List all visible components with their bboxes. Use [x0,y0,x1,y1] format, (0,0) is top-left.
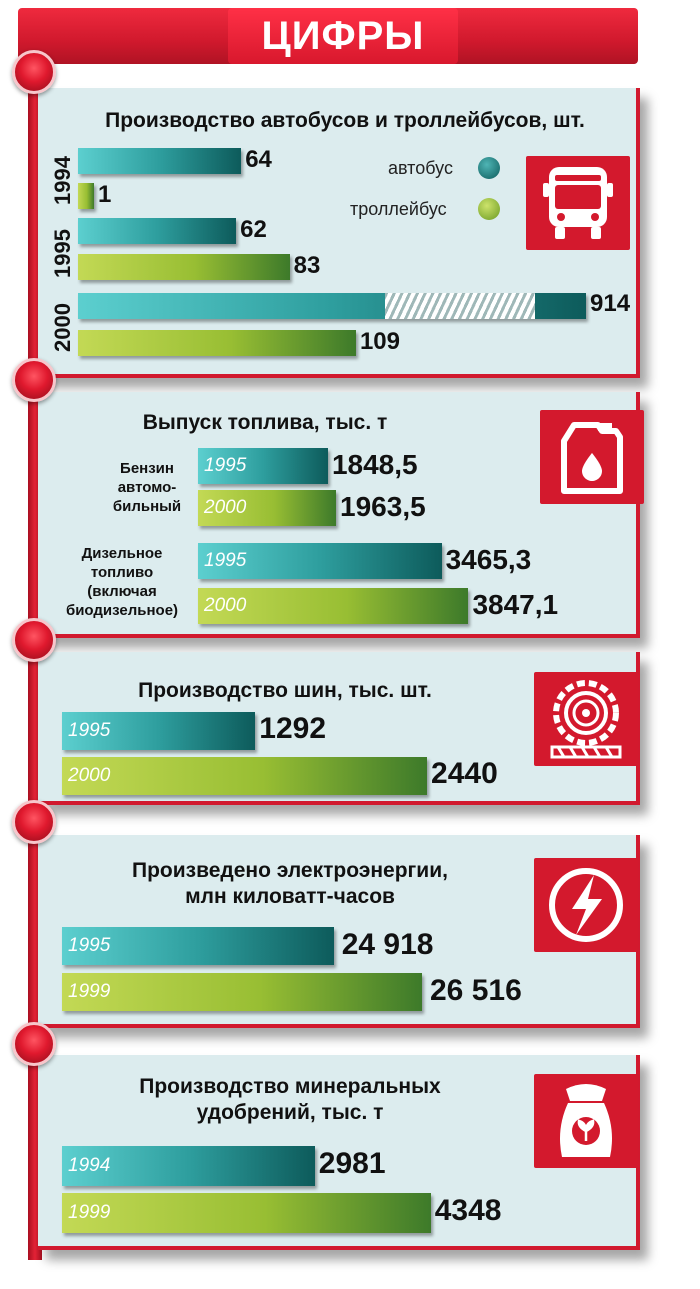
bar-year-label: 2000 [204,497,247,518]
value-tires-1995: 1292 [259,712,327,746]
year-label-1995: 1995 [50,229,75,278]
fuel-category-gasoline-line: бильный [112,498,182,515]
legend-trolleybus-label: троллейбус [350,199,447,219]
bar-electricity-1995: 1995 [62,927,334,965]
value-gasoline-1995: 1848,5 [331,448,418,480]
fuel-category-diesel-line: Дизельное [81,545,163,562]
bar-year-label: 1994 [68,1155,111,1176]
fertilizers-title: Производство минеральных удобрений, тыс.… [70,1074,510,1126]
bar-diesel-1995: 1995 [198,543,442,579]
bar-gasoline-1995: 1995 [198,448,328,484]
vehicles-title: Производство автобусов и троллейбусов, ш… [105,109,585,132]
bar-diesel-2000: 2000 [198,588,469,624]
bar-trolleybus-1995 [78,254,290,280]
bar-bus-1995 [78,218,237,244]
fuel-canister-icon [540,410,644,504]
bar-year-label: 2000 [204,595,247,616]
value-gasoline-2000: 1963,5 [340,490,426,522]
value-electricity-1995: 24 918 [341,928,434,961]
bar-year-label: 1995 [68,720,111,741]
year-label-1994: 1994 [50,156,75,205]
value-diesel-2000: 3847,1 [472,588,559,620]
bar-trolleybus-1994 [78,183,94,209]
fuel-category-diesel-line: биодизельное) [65,602,179,619]
fuel-category-diesel-line: топливо [90,564,154,581]
page-title: ЦИФРЫ [261,14,425,58]
electricity-title-line: Произведено электроэнергии, [132,859,448,882]
value-bus-2000: 914 [590,290,631,317]
value-bus-1994: 64 [245,146,272,174]
bar-fertilizers-1994: 1994 [62,1146,315,1186]
timeline-dot [12,618,56,662]
tire-icon [534,672,638,766]
legend-bus-swatch [478,157,500,179]
value-electricity-1999: 26 516 [430,974,522,1007]
fertilizers-title-line: Производство минеральных [139,1075,441,1098]
fuel-category-gasoline-line: Бензин [120,460,174,477]
electricity-title: Произведено электроэнергии, млн киловатт… [70,858,510,910]
fuel-category-gasoline: Бензин автомо- бильный [98,459,196,516]
bar-tires-1995: 1995 [62,712,256,750]
bar-year-label: 1999 [68,1202,111,1223]
lightning-icon [534,858,638,952]
year-label-2000: 2000 [50,303,75,352]
timeline-dot [12,358,56,402]
timeline-dot [12,50,56,94]
bar-year-label: 1999 [68,981,111,1002]
fertilizers-title-line: удобрений, тыс. т [196,1101,384,1124]
header-tab: ЦИФРЫ [228,8,458,64]
value-trolleybus-1995: 83 [293,252,321,280]
value-fertilizers-1999: 4348 [434,1194,502,1228]
timeline-dot [12,1022,56,1066]
value-tires-2000: 2440 [431,757,498,791]
timeline-dot [12,800,56,844]
bar-year-label: 1995 [204,550,247,571]
value-fertilizers-1994: 2981 [318,1147,386,1181]
legend-bus-label: автобус [388,158,453,178]
value-trolleybus-1994: 1 [98,181,112,209]
bar-electricity-1999: 1999 [62,973,422,1011]
header-banner: ЦИФРЫ [18,8,638,64]
fuel-category-gasoline-line: автомо- [117,479,177,496]
legend-trolleybus-swatch [478,198,500,220]
value-trolleybus-2000: 109 [359,328,400,356]
fuel-category-diesel: Дизельное топливо (включая биодизельное) [48,544,196,620]
axis-break-hatch [385,293,535,319]
bar-trolleybus-2000 [78,330,356,356]
tires-title: Производство шин, тыс. шт. [138,679,432,702]
bar-year-label: 1995 [68,935,111,956]
bar-fertilizers-1999: 1999 [62,1193,431,1233]
bar-tires-2000: 2000 [62,757,428,795]
bar-year-label: 1995 [204,455,247,476]
bar-year-label: 2000 [68,765,111,786]
bar-bus-1994 [78,148,242,174]
value-diesel-1995: 3465,3 [445,543,532,575]
value-bus-1995: 62 [240,216,267,244]
fuel-title: Выпуск топлива, тыс. т [142,411,388,434]
electricity-title-line: млн киловатт-часов [185,885,395,908]
bar-gasoline-2000: 2000 [198,490,337,526]
bus-icon [526,156,630,250]
fertilizer-bag-icon [534,1074,638,1168]
fuel-category-diesel-line: (включая [87,583,157,600]
